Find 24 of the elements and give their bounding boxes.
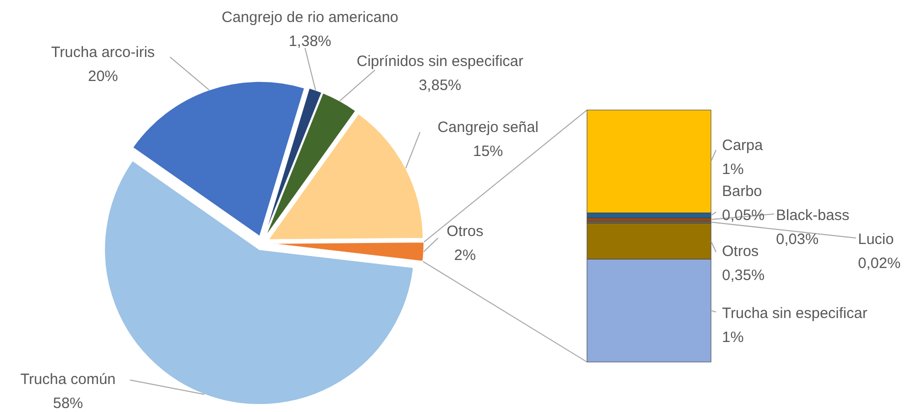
slice-label: Trucha común	[20, 371, 116, 388]
text: Black-bass	[776, 207, 850, 224]
data-label: 1%	[722, 329, 744, 346]
data-label: 20%	[88, 68, 118, 85]
data-label: 0,02%	[858, 255, 901, 272]
slice-label: Cangrejo señal	[438, 119, 538, 136]
data-label: 58%	[52, 395, 84, 412]
slice-label: Cangrejo de rio americano	[222, 9, 398, 26]
data-label: 1%	[722, 161, 744, 178]
series-label: Trucha sin especificar	[722, 305, 868, 322]
series-label: Barbo	[722, 183, 762, 200]
slice-label: Otros	[446, 223, 484, 240]
slice-label: Trucha arco-iris	[51, 44, 155, 61]
data-label: 0,05%	[722, 207, 765, 224]
data-label: 2%	[454, 247, 476, 264]
data-label: 15%	[472, 143, 504, 160]
data-label: 3,85%	[418, 77, 462, 94]
data-label: 0,03%	[776, 231, 819, 248]
data-label: 1,38%	[288, 33, 332, 50]
slice-label: Ciprínidos sin especificar	[356, 53, 524, 70]
series-label: Carpa	[722, 137, 764, 154]
data-label: 0,35%	[722, 267, 765, 284]
series-label: Otros	[722, 243, 759, 260]
text: Lucio	[858, 231, 894, 248]
